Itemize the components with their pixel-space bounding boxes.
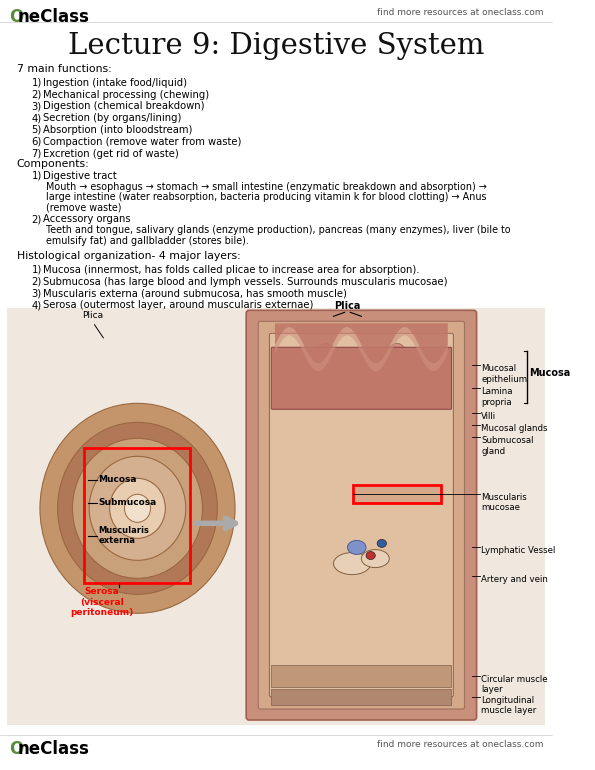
Ellipse shape [366,551,375,560]
Ellipse shape [73,438,202,578]
Text: Mucosal glands: Mucosal glands [481,424,548,434]
Text: Ingestion (intake food/liquid): Ingestion (intake food/liquid) [43,78,187,88]
Text: Circular muscle
layer: Circular muscle layer [481,675,548,695]
Ellipse shape [58,422,217,594]
Ellipse shape [347,541,366,554]
Text: Longitudinal
muscle layer: Longitudinal muscle layer [481,696,537,715]
Text: large intestine (water reabsorption, bacteria producing vitamin k for blood clot: large intestine (water reabsorption, bac… [46,192,487,202]
Bar [271,665,452,687]
Ellipse shape [347,353,375,403]
Ellipse shape [311,343,340,403]
Text: emulsify fat) and gallbladder (stores bile).: emulsify fat) and gallbladder (stores bi… [46,236,249,246]
Ellipse shape [377,540,387,547]
FancyBboxPatch shape [246,310,477,720]
Bar [353,485,441,503]
Text: Muscularis
mucosae: Muscularis mucosae [481,493,527,513]
Text: 3): 3) [32,102,42,112]
Text: Excretion (get rid of waste): Excretion (get rid of waste) [43,149,178,159]
Text: neClass: neClass [18,8,89,26]
Text: Serosa
(visceral
peritoneum): Serosa (visceral peritoneum) [71,588,134,617]
Ellipse shape [109,478,165,538]
Ellipse shape [361,550,389,567]
Text: Histological organization- 4 major layers:: Histological organization- 4 major layer… [17,251,240,261]
Text: 2): 2) [32,276,42,286]
Ellipse shape [89,457,186,561]
Text: Absorption (into bloodstream): Absorption (into bloodstream) [43,125,192,135]
FancyBboxPatch shape [270,333,453,697]
Text: (remove waste): (remove waste) [46,203,122,213]
Text: Mucosa (innermost, has folds called plicae to increase area for absorption).: Mucosa (innermost, has folds called plic… [43,265,419,275]
Text: find more resources at oneclass.com: find more resources at oneclass.com [377,740,543,749]
Text: Secretion (by organs/lining): Secretion (by organs/lining) [43,113,181,123]
Text: 3): 3) [32,289,42,299]
Bar [7,308,546,725]
Text: 1): 1) [32,78,42,88]
Text: 7 main functions:: 7 main functions: [17,64,111,74]
Text: Mucosal
epithelium: Mucosal epithelium [481,364,527,383]
Text: find more resources at oneclass.com: find more resources at oneclass.com [377,8,543,17]
Text: Accessory organs: Accessory organs [43,214,130,224]
Text: 7): 7) [32,149,42,159]
Text: Mouth → esophagus → stomach → small intestine (enzymatic breakdown and absorptio: Mouth → esophagus → stomach → small inte… [46,182,487,192]
Text: Villi: Villi [481,412,496,421]
Text: 5): 5) [32,125,42,135]
Ellipse shape [40,403,235,614]
Text: 6): 6) [32,137,42,147]
Bar [271,689,452,705]
Text: Serosa (outermost layer, around muscularis externae): Serosa (outermost layer, around muscular… [43,300,313,310]
Text: Submucosa (has large blood and lymph vessels. Surrounds muscularis mucosae): Submucosa (has large blood and lymph ves… [43,276,447,286]
Ellipse shape [275,353,304,403]
Text: Lymphatic Vessel: Lymphatic Vessel [481,547,556,555]
Ellipse shape [383,343,411,403]
Text: 2): 2) [32,89,42,99]
Text: 1): 1) [32,265,42,275]
FancyBboxPatch shape [258,321,465,709]
Text: Submucosa: Submucosa [99,498,156,507]
Text: 2): 2) [32,214,42,224]
Text: Artery and vein: Artery and vein [481,574,548,584]
Text: Muscularis externa (around submucosa, has smooth muscle): Muscularis externa (around submucosa, ha… [43,289,347,299]
Text: Digestive tract: Digestive tract [43,171,117,181]
Text: 1): 1) [32,171,42,181]
Bar [84,448,190,584]
Text: Mechanical processing (chewing): Mechanical processing (chewing) [43,89,209,99]
Text: 4): 4) [32,300,42,310]
Text: Plica: Plica [82,311,104,320]
Text: Submucosal
gland: Submucosal gland [481,437,534,456]
Text: Lamina
propria: Lamina propria [481,387,513,407]
Text: O: O [10,8,24,26]
Text: Plica: Plica [334,301,361,311]
FancyBboxPatch shape [271,347,452,410]
Text: Teeth and tongue, salivary glands (enzyme production), pancreas (many enzymes), : Teeth and tongue, salivary glands (enzym… [46,225,511,235]
Text: Muscularis
externa: Muscularis externa [99,526,149,545]
Text: Mucosa: Mucosa [530,368,571,378]
Text: Compaction (remove water from waste): Compaction (remove water from waste) [43,137,241,147]
Text: Mucosa: Mucosa [99,475,137,484]
FancyArrowPatch shape [196,518,236,528]
Ellipse shape [418,353,447,403]
Text: Components:: Components: [17,159,89,169]
Text: 4): 4) [32,113,42,123]
Ellipse shape [124,494,151,522]
Text: Lecture 9: Digestive System: Lecture 9: Digestive System [68,32,484,60]
Text: O: O [10,740,24,758]
Text: Digestion (chemical breakdown): Digestion (chemical breakdown) [43,102,204,112]
Ellipse shape [334,553,371,574]
Text: neClass: neClass [18,740,89,758]
